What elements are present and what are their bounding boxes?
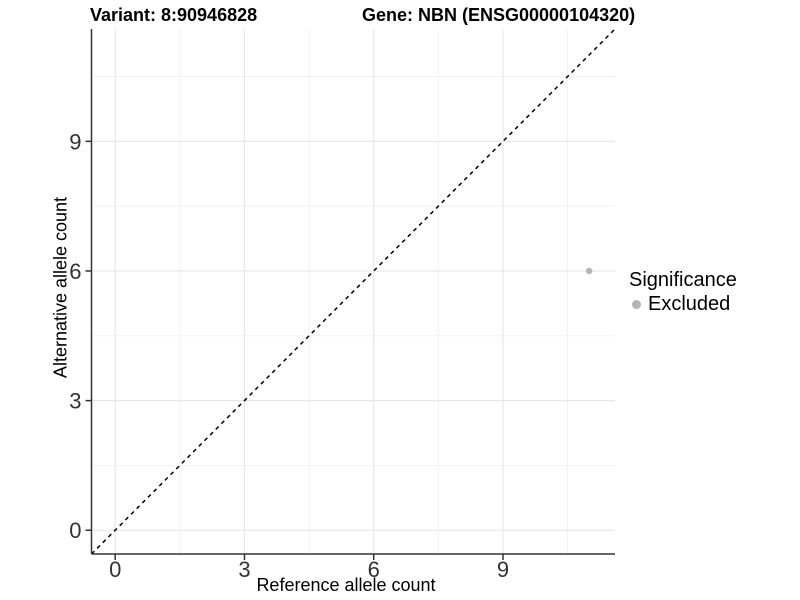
identity-line [90,28,616,555]
x-tick-label: 6 [368,557,380,582]
legend-title: Significance [629,269,737,291]
x-tick-label: 3 [238,557,250,582]
legend: Significance Excluded [629,268,789,316]
data-point [585,267,593,275]
plot-title-variant: Variant: 8:90946828 [90,5,258,25]
legend-item-label: Excluded [648,293,731,315]
y-tick-label: 9 [69,129,81,154]
y-tick-label: 6 [69,259,81,284]
y-tick-label: 3 [69,389,81,414]
x-axis-title: Reference allele count [256,575,436,595]
y-axis-title: Alternative allele count [50,196,71,379]
x-tick-label: 9 [497,557,509,582]
legend-item-excluded: Excluded [629,292,789,316]
excluded-point-icon [632,299,641,309]
plot-title-gene: Gene: NBN (ENSG00000104320) [362,5,636,25]
y-tick-label: 0 [69,518,81,543]
x-tick-label: 0 [109,557,121,582]
